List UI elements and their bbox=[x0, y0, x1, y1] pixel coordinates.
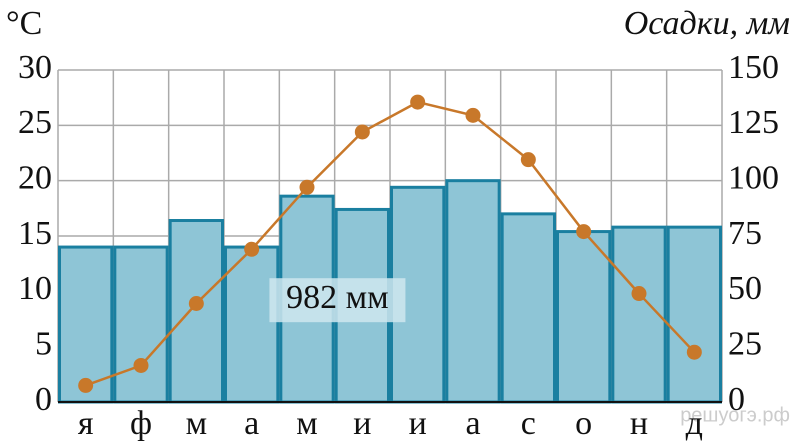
x-tick-label: и bbox=[409, 405, 427, 442]
bar bbox=[666, 225, 723, 404]
x-tick-label: ф bbox=[130, 405, 152, 442]
temperature-point bbox=[78, 377, 94, 393]
y-tick-label: 25 bbox=[18, 104, 52, 141]
y-axis-label: °C bbox=[6, 5, 42, 42]
y-tick-label: 5 bbox=[35, 325, 52, 362]
y-tick-label: 10 bbox=[18, 270, 52, 307]
temperature-point bbox=[520, 152, 536, 168]
temperature-point bbox=[299, 179, 315, 195]
y2-axis-label: Осадки, мм bbox=[624, 5, 790, 42]
temperature-point bbox=[133, 357, 149, 373]
temperature-line bbox=[85, 100, 696, 387]
y2-tick-label: 50 bbox=[728, 270, 762, 307]
bar bbox=[58, 245, 114, 404]
y-tick-label: 20 bbox=[18, 159, 52, 196]
line-layer bbox=[78, 94, 702, 393]
bar bbox=[168, 219, 225, 404]
temperature-point bbox=[354, 124, 370, 140]
x-tick-label: с bbox=[521, 405, 536, 442]
temperature-point bbox=[244, 241, 260, 257]
x-tick-label: д bbox=[686, 405, 703, 442]
annotation: 982 мм bbox=[286, 279, 389, 316]
bar bbox=[224, 245, 280, 404]
y2-tick-label: 75 bbox=[728, 215, 762, 252]
y2-tick-label: 125 bbox=[728, 104, 779, 141]
x-tick-label: о bbox=[575, 405, 592, 442]
y2-tick-label: 25 bbox=[728, 325, 762, 362]
x-tick-label: м bbox=[296, 405, 318, 442]
y-tick-label: 30 bbox=[18, 49, 52, 86]
bar bbox=[500, 212, 556, 404]
x-tick-label: а bbox=[244, 405, 259, 442]
x-tick-label: м bbox=[186, 405, 208, 442]
y2-tick-label: 150 bbox=[728, 49, 779, 86]
bar bbox=[556, 230, 612, 404]
bar bbox=[611, 225, 667, 404]
x-tick-label: а bbox=[465, 405, 480, 442]
y-tick-label: 0 bbox=[35, 381, 52, 418]
temperature-point bbox=[631, 286, 647, 302]
watermark: решуогэ.рф bbox=[680, 404, 790, 426]
bar bbox=[445, 179, 501, 404]
temperature-point bbox=[465, 107, 481, 123]
temperature-point bbox=[686, 344, 702, 360]
y2-tick-label: 100 bbox=[728, 159, 779, 196]
x-tick-label: и bbox=[353, 405, 371, 442]
y-tick-label: 15 bbox=[18, 215, 52, 252]
x-tick-label: я bbox=[78, 405, 94, 442]
bar bbox=[113, 245, 169, 404]
temperature-point bbox=[188, 296, 204, 312]
x-tick-label: н bbox=[630, 405, 648, 442]
temperature-point bbox=[410, 94, 426, 110]
temperature-point bbox=[576, 224, 592, 240]
y2-tick-label: 0 bbox=[728, 381, 745, 418]
annotation-box bbox=[269, 278, 406, 323]
